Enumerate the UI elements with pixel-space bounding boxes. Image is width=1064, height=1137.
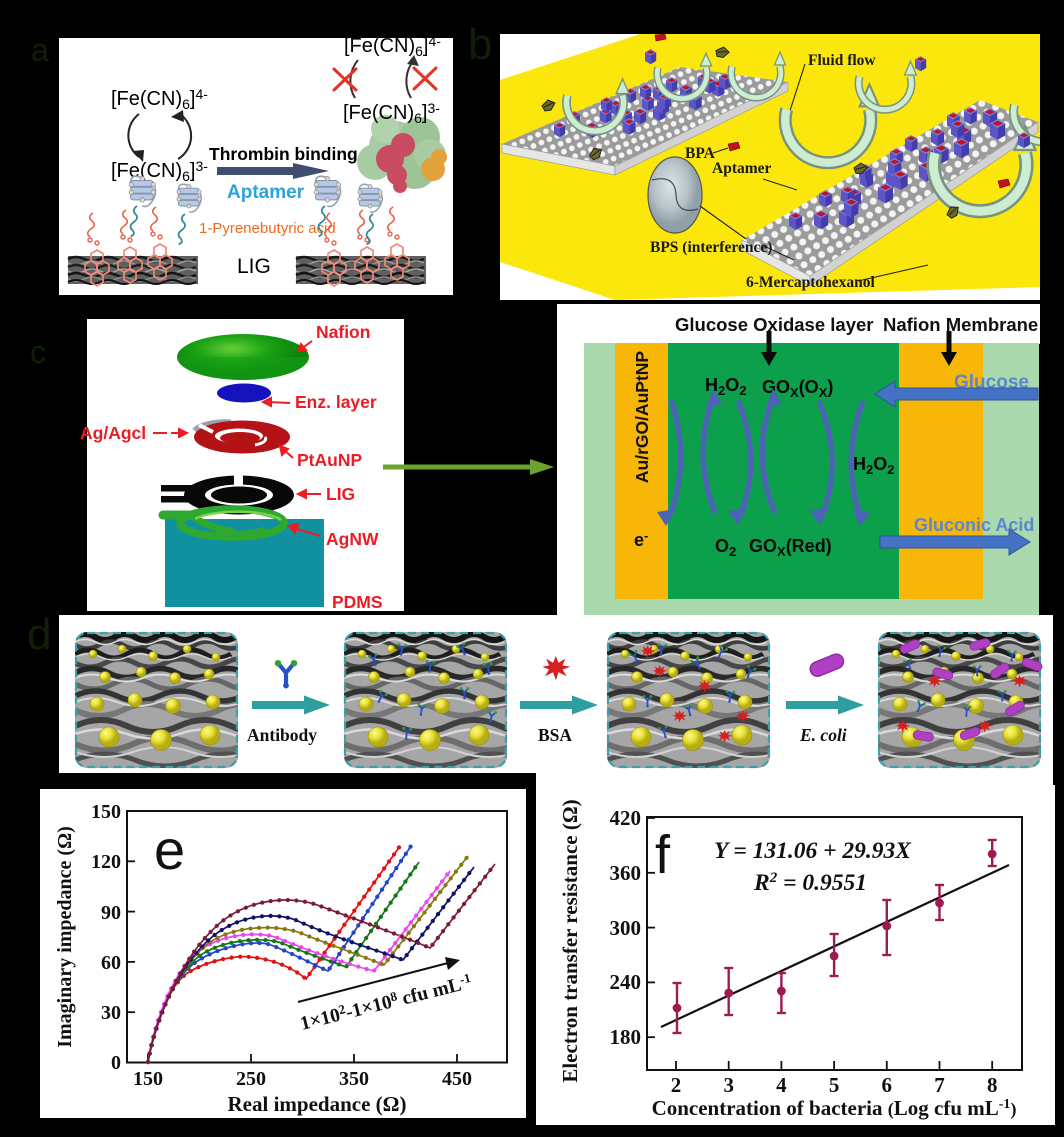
- svg-text:Electron transfer resistance (: Electron transfer resistance (Ω): [558, 799, 582, 1082]
- svg-text:150: 150: [91, 801, 121, 823]
- svg-text:300: 300: [610, 916, 642, 940]
- svg-text:3: 3: [723, 1073, 734, 1097]
- svg-text:7: 7: [934, 1073, 945, 1097]
- svg-text:E. coli: E. coli: [799, 725, 847, 745]
- svg-text:LIG: LIG: [326, 484, 355, 504]
- svg-text:H2O2: H2O2: [705, 375, 746, 398]
- svg-text:250: 250: [236, 1068, 266, 1090]
- svg-text:R2 = 0.9551: R2 = 0.9551: [753, 870, 867, 896]
- svg-text:Nafion Membrane: Nafion Membrane: [883, 314, 1038, 335]
- svg-text:Imaginary impedance (Ω): Imaginary impedance (Ω): [54, 826, 76, 1048]
- svg-text:5: 5: [829, 1073, 840, 1097]
- svg-text:350: 350: [339, 1068, 369, 1090]
- svg-text:450: 450: [442, 1068, 472, 1090]
- svg-text:BSA: BSA: [538, 725, 572, 745]
- svg-text:[Fe(CN)6]3-: [Fe(CN)6]3-: [111, 158, 208, 184]
- svg-text:e: e: [154, 818, 185, 881]
- svg-text:180: 180: [610, 1025, 642, 1049]
- svg-text:Real impedance (Ω): Real impedance (Ω): [228, 1092, 407, 1116]
- svg-text:2: 2: [671, 1073, 682, 1097]
- svg-text:60: 60: [101, 952, 121, 974]
- svg-text:Glucose Oxidase layer: Glucose Oxidase layer: [675, 314, 873, 335]
- svg-text:Fluid flow: Fluid flow: [808, 52, 876, 69]
- svg-text:Thrombin binding: Thrombin binding: [209, 144, 358, 164]
- svg-text:GOX(OX): GOX(OX): [762, 377, 833, 400]
- svg-text:Au/rGO/AuPtNP: Au/rGO/AuPtNP: [632, 351, 652, 484]
- svg-text:H2O2: H2O2: [853, 454, 894, 477]
- svg-text:0: 0: [111, 1052, 121, 1074]
- svg-text:6-Mercaptohexanol: 6-Mercaptohexanol: [746, 274, 876, 291]
- svg-text:Enz. layer: Enz. layer: [295, 392, 377, 412]
- svg-text:Nafion: Nafion: [316, 322, 370, 342]
- svg-text:Gluconic Acid: Gluconic Acid: [914, 515, 1034, 535]
- svg-text:420: 420: [610, 806, 642, 830]
- svg-text:1-Pyrenebutyric acid: 1-Pyrenebutyric acid: [199, 220, 336, 237]
- svg-text:AgNW: AgNW: [326, 529, 379, 549]
- svg-text:[Fe(CN)6]4-: [Fe(CN)6]4-: [111, 86, 208, 112]
- svg-text:90: 90: [101, 902, 121, 924]
- svg-text:LIG: LIG: [237, 255, 271, 278]
- svg-text:BPS (interference): BPS (interference): [650, 239, 772, 256]
- svg-text:f: f: [655, 825, 671, 885]
- svg-text:BPA: BPA: [685, 145, 716, 162]
- svg-text:[Fe(CN)6]4-: [Fe(CN)6]4-: [344, 38, 441, 59]
- svg-text:[Fe(CN)6]3-: [Fe(CN)6]3-: [343, 100, 440, 126]
- svg-text:4: 4: [776, 1073, 787, 1097]
- svg-text:Aptamer: Aptamer: [712, 160, 772, 177]
- svg-text:Ag/Agcl: Ag/Agcl: [80, 423, 146, 443]
- svg-text:GOX(Red): GOX(Red): [749, 536, 832, 559]
- svg-text:6: 6: [882, 1073, 893, 1097]
- svg-text:120: 120: [91, 851, 121, 873]
- svg-text:Concentration of bacteria (Log: Concentration of bacteria (Log cfu mL-1): [652, 1096, 1017, 1120]
- svg-text:PtAuNP: PtAuNP: [297, 450, 362, 470]
- svg-text:Aptamer: Aptamer: [227, 182, 305, 203]
- svg-text:Y = 131.06 + 29.93X: Y = 131.06 + 29.93X: [714, 838, 912, 864]
- svg-text:360: 360: [610, 861, 642, 885]
- svg-text:150: 150: [133, 1068, 163, 1090]
- svg-text:PDMS: PDMS: [332, 592, 383, 612]
- svg-text:240: 240: [610, 970, 642, 994]
- svg-text:Antibody: Antibody: [247, 725, 317, 745]
- svg-text:8: 8: [987, 1073, 998, 1097]
- svg-text:30: 30: [101, 1002, 121, 1024]
